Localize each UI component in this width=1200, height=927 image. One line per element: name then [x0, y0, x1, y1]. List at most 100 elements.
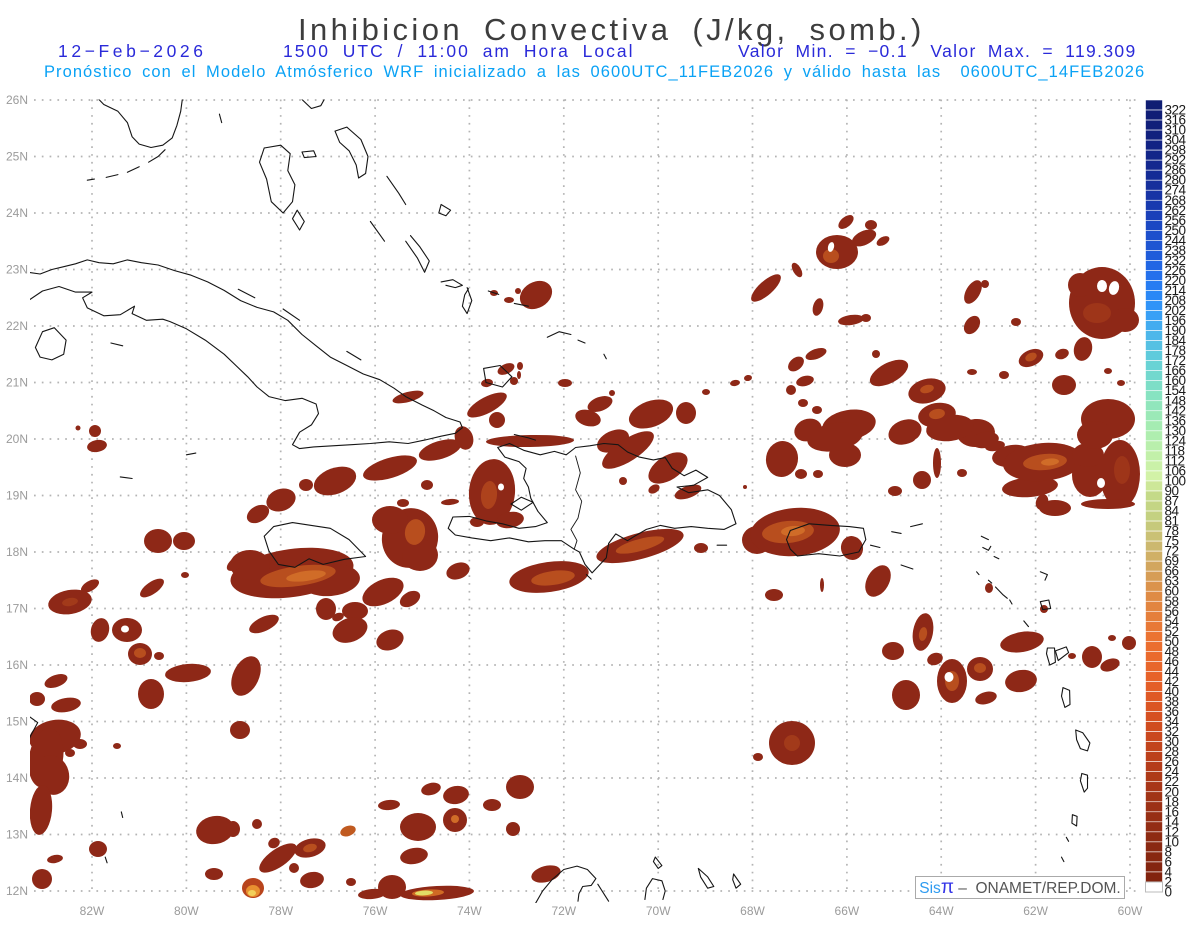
svg-text:75: 75 — [1165, 534, 1179, 549]
svg-text:2: 2 — [1165, 874, 1172, 889]
svg-text:226: 226 — [1165, 263, 1186, 278]
svg-text:82W: 82W — [80, 904, 105, 918]
svg-text:24N: 24N — [6, 206, 28, 220]
svg-text:87: 87 — [1165, 494, 1179, 509]
svg-text:24: 24 — [1165, 764, 1180, 779]
svg-text:48: 48 — [1165, 644, 1179, 659]
svg-text:274: 274 — [1165, 183, 1187, 198]
svg-text:6: 6 — [1165, 854, 1172, 869]
svg-text:14: 14 — [1165, 814, 1180, 829]
svg-text:62W: 62W — [1023, 904, 1048, 918]
svg-text:316: 316 — [1165, 113, 1186, 128]
svg-text:184: 184 — [1165, 333, 1187, 348]
svg-text:19N: 19N — [6, 489, 28, 503]
svg-text:4: 4 — [1165, 864, 1173, 879]
svg-text:250: 250 — [1165, 223, 1186, 238]
svg-text:136: 136 — [1165, 413, 1186, 428]
svg-text:202: 202 — [1165, 303, 1186, 318]
svg-text:17N: 17N — [6, 602, 28, 616]
svg-text:52: 52 — [1165, 624, 1179, 639]
svg-text:268: 268 — [1165, 193, 1186, 208]
svg-text:166: 166 — [1165, 363, 1186, 378]
svg-text:69: 69 — [1165, 554, 1179, 569]
svg-text:124: 124 — [1165, 433, 1187, 448]
svg-text:148: 148 — [1165, 393, 1186, 408]
svg-text:0: 0 — [1165, 885, 1172, 900]
svg-text:23N: 23N — [6, 263, 28, 277]
svg-text:178: 178 — [1165, 343, 1186, 358]
svg-text:286: 286 — [1165, 163, 1186, 178]
svg-text:63: 63 — [1165, 574, 1179, 589]
svg-text:76W: 76W — [363, 904, 388, 918]
svg-text:30: 30 — [1165, 734, 1179, 749]
svg-text:16N: 16N — [6, 658, 28, 672]
svg-text:58: 58 — [1165, 594, 1179, 609]
svg-text:10: 10 — [1165, 834, 1179, 849]
svg-text:18N: 18N — [6, 545, 28, 559]
svg-text:60W: 60W — [1118, 904, 1143, 918]
svg-text:304: 304 — [1165, 133, 1187, 148]
svg-text:20N: 20N — [6, 432, 28, 446]
svg-text:154: 154 — [1165, 383, 1187, 398]
svg-text:322: 322 — [1165, 103, 1186, 118]
svg-text:208: 208 — [1165, 293, 1186, 308]
svg-text:56: 56 — [1165, 604, 1179, 619]
svg-text:18: 18 — [1165, 794, 1179, 809]
svg-text:72: 72 — [1165, 544, 1179, 559]
svg-text:280: 280 — [1165, 173, 1186, 188]
svg-text:72W: 72W — [551, 904, 576, 918]
svg-text:22N: 22N — [6, 319, 28, 333]
svg-text:244: 244 — [1165, 233, 1187, 248]
svg-text:46: 46 — [1165, 654, 1179, 669]
svg-text:15N: 15N — [6, 715, 28, 729]
svg-text:172: 172 — [1165, 353, 1186, 368]
svg-text:25N: 25N — [6, 150, 28, 164]
svg-text:54: 54 — [1165, 614, 1180, 629]
svg-text:60: 60 — [1165, 584, 1179, 599]
svg-text:28: 28 — [1165, 744, 1179, 759]
svg-text:298: 298 — [1165, 143, 1186, 158]
svg-text:64W: 64W — [929, 904, 954, 918]
svg-text:130: 130 — [1165, 423, 1186, 438]
svg-text:50: 50 — [1165, 634, 1179, 649]
svg-text:310: 310 — [1165, 123, 1186, 138]
svg-text:42: 42 — [1165, 674, 1179, 689]
svg-text:112: 112 — [1165, 453, 1185, 468]
svg-text:34: 34 — [1165, 714, 1180, 729]
svg-text:74W: 74W — [457, 904, 482, 918]
svg-text:26N: 26N — [6, 93, 28, 107]
svg-text:32: 32 — [1165, 724, 1179, 739]
svg-text:16: 16 — [1165, 804, 1179, 819]
svg-text:40: 40 — [1165, 684, 1179, 699]
svg-text:238: 238 — [1165, 243, 1186, 258]
svg-text:22: 22 — [1165, 774, 1179, 789]
svg-text:232: 232 — [1165, 253, 1186, 268]
svg-text:142: 142 — [1165, 403, 1186, 418]
svg-text:292: 292 — [1165, 153, 1186, 168]
svg-text:100: 100 — [1165, 473, 1186, 488]
svg-text:262: 262 — [1165, 203, 1186, 218]
svg-text:84: 84 — [1165, 504, 1180, 519]
svg-text:68W: 68W — [740, 904, 765, 918]
svg-text:66: 66 — [1165, 564, 1179, 579]
svg-text:256: 256 — [1165, 213, 1186, 228]
svg-text:196: 196 — [1165, 313, 1186, 328]
svg-text:190: 190 — [1165, 323, 1186, 338]
svg-text:14N: 14N — [6, 771, 28, 785]
svg-text:118: 118 — [1165, 443, 1185, 458]
svg-text:36: 36 — [1165, 704, 1179, 719]
svg-text:12N: 12N — [6, 884, 28, 898]
svg-text:66W: 66W — [835, 904, 860, 918]
svg-text:21N: 21N — [6, 376, 28, 390]
svg-text:214: 214 — [1165, 283, 1187, 298]
svg-text:12: 12 — [1165, 824, 1179, 839]
svg-text:8: 8 — [1165, 844, 1172, 859]
svg-text:38: 38 — [1165, 694, 1179, 709]
svg-text:70W: 70W — [646, 904, 671, 918]
svg-text:13N: 13N — [6, 828, 28, 842]
svg-text:20: 20 — [1165, 784, 1179, 799]
svg-text:220: 220 — [1165, 273, 1186, 288]
svg-text:106: 106 — [1165, 463, 1186, 478]
svg-text:81: 81 — [1165, 514, 1179, 529]
svg-text:26: 26 — [1165, 754, 1179, 769]
